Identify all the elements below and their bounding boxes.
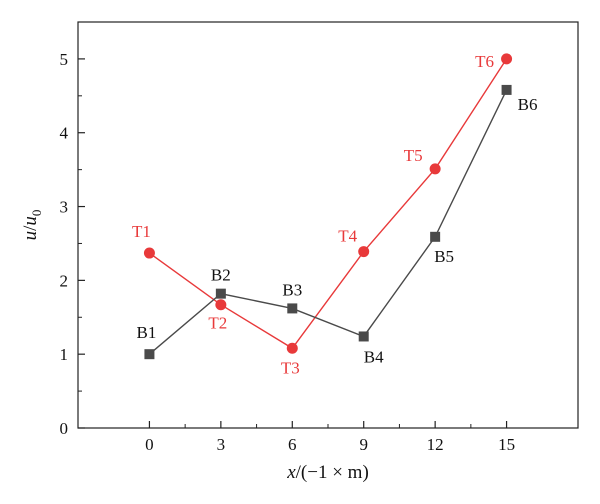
- data-point: [287, 303, 298, 314]
- data-point: [358, 246, 370, 258]
- x-tick-label: 9: [359, 435, 368, 454]
- y-axis-label: u/u0: [20, 210, 44, 241]
- point-label: T2: [208, 314, 227, 333]
- point-label: T3: [281, 358, 300, 377]
- point-label: B4: [364, 347, 384, 366]
- data-point: [358, 331, 369, 342]
- point-label: B1: [137, 323, 157, 342]
- x-tick-label: 3: [217, 435, 226, 454]
- point-label: B5: [434, 247, 454, 266]
- point-labels-layer: T1 T2 T3 T4 T5 T6 B1 B2 B3 B4 B5 B6: [132, 52, 538, 377]
- x-tick-label: 12: [427, 435, 444, 454]
- y-tick-label: 1: [60, 345, 69, 364]
- point-label: T5: [404, 146, 423, 165]
- point-label: T6: [475, 52, 494, 71]
- x-axis-label: x/(−1 × m): [286, 462, 369, 483]
- series-line: [148, 89, 508, 355]
- data-point: [215, 299, 227, 311]
- x-tick-label: 15: [498, 435, 515, 454]
- data-point: [286, 342, 298, 354]
- point-label: T4: [338, 227, 357, 246]
- y-tick-label: 2: [60, 271, 69, 290]
- data-point: [429, 163, 441, 175]
- data-point: [430, 231, 441, 242]
- plot-frame: [77, 21, 579, 429]
- data-point: [215, 288, 226, 299]
- y-tick-label: 5: [60, 50, 69, 69]
- series-line: [149, 58, 508, 350]
- data-point: [501, 84, 512, 95]
- point-label: B6: [518, 95, 538, 114]
- y-tick-label: 4: [60, 124, 69, 143]
- point-label: B2: [211, 266, 231, 285]
- x-tick-label: 6: [288, 435, 297, 454]
- point-label: B3: [282, 280, 302, 299]
- series-layer: [143, 53, 513, 360]
- y-tick-label: 3: [60, 198, 69, 217]
- data-point: [501, 53, 513, 65]
- data-point: [143, 247, 155, 259]
- x-tick-label: 0: [145, 435, 154, 454]
- point-label: T1: [132, 222, 151, 241]
- y-tick-label: 0: [60, 419, 69, 438]
- data-point: [144, 349, 155, 360]
